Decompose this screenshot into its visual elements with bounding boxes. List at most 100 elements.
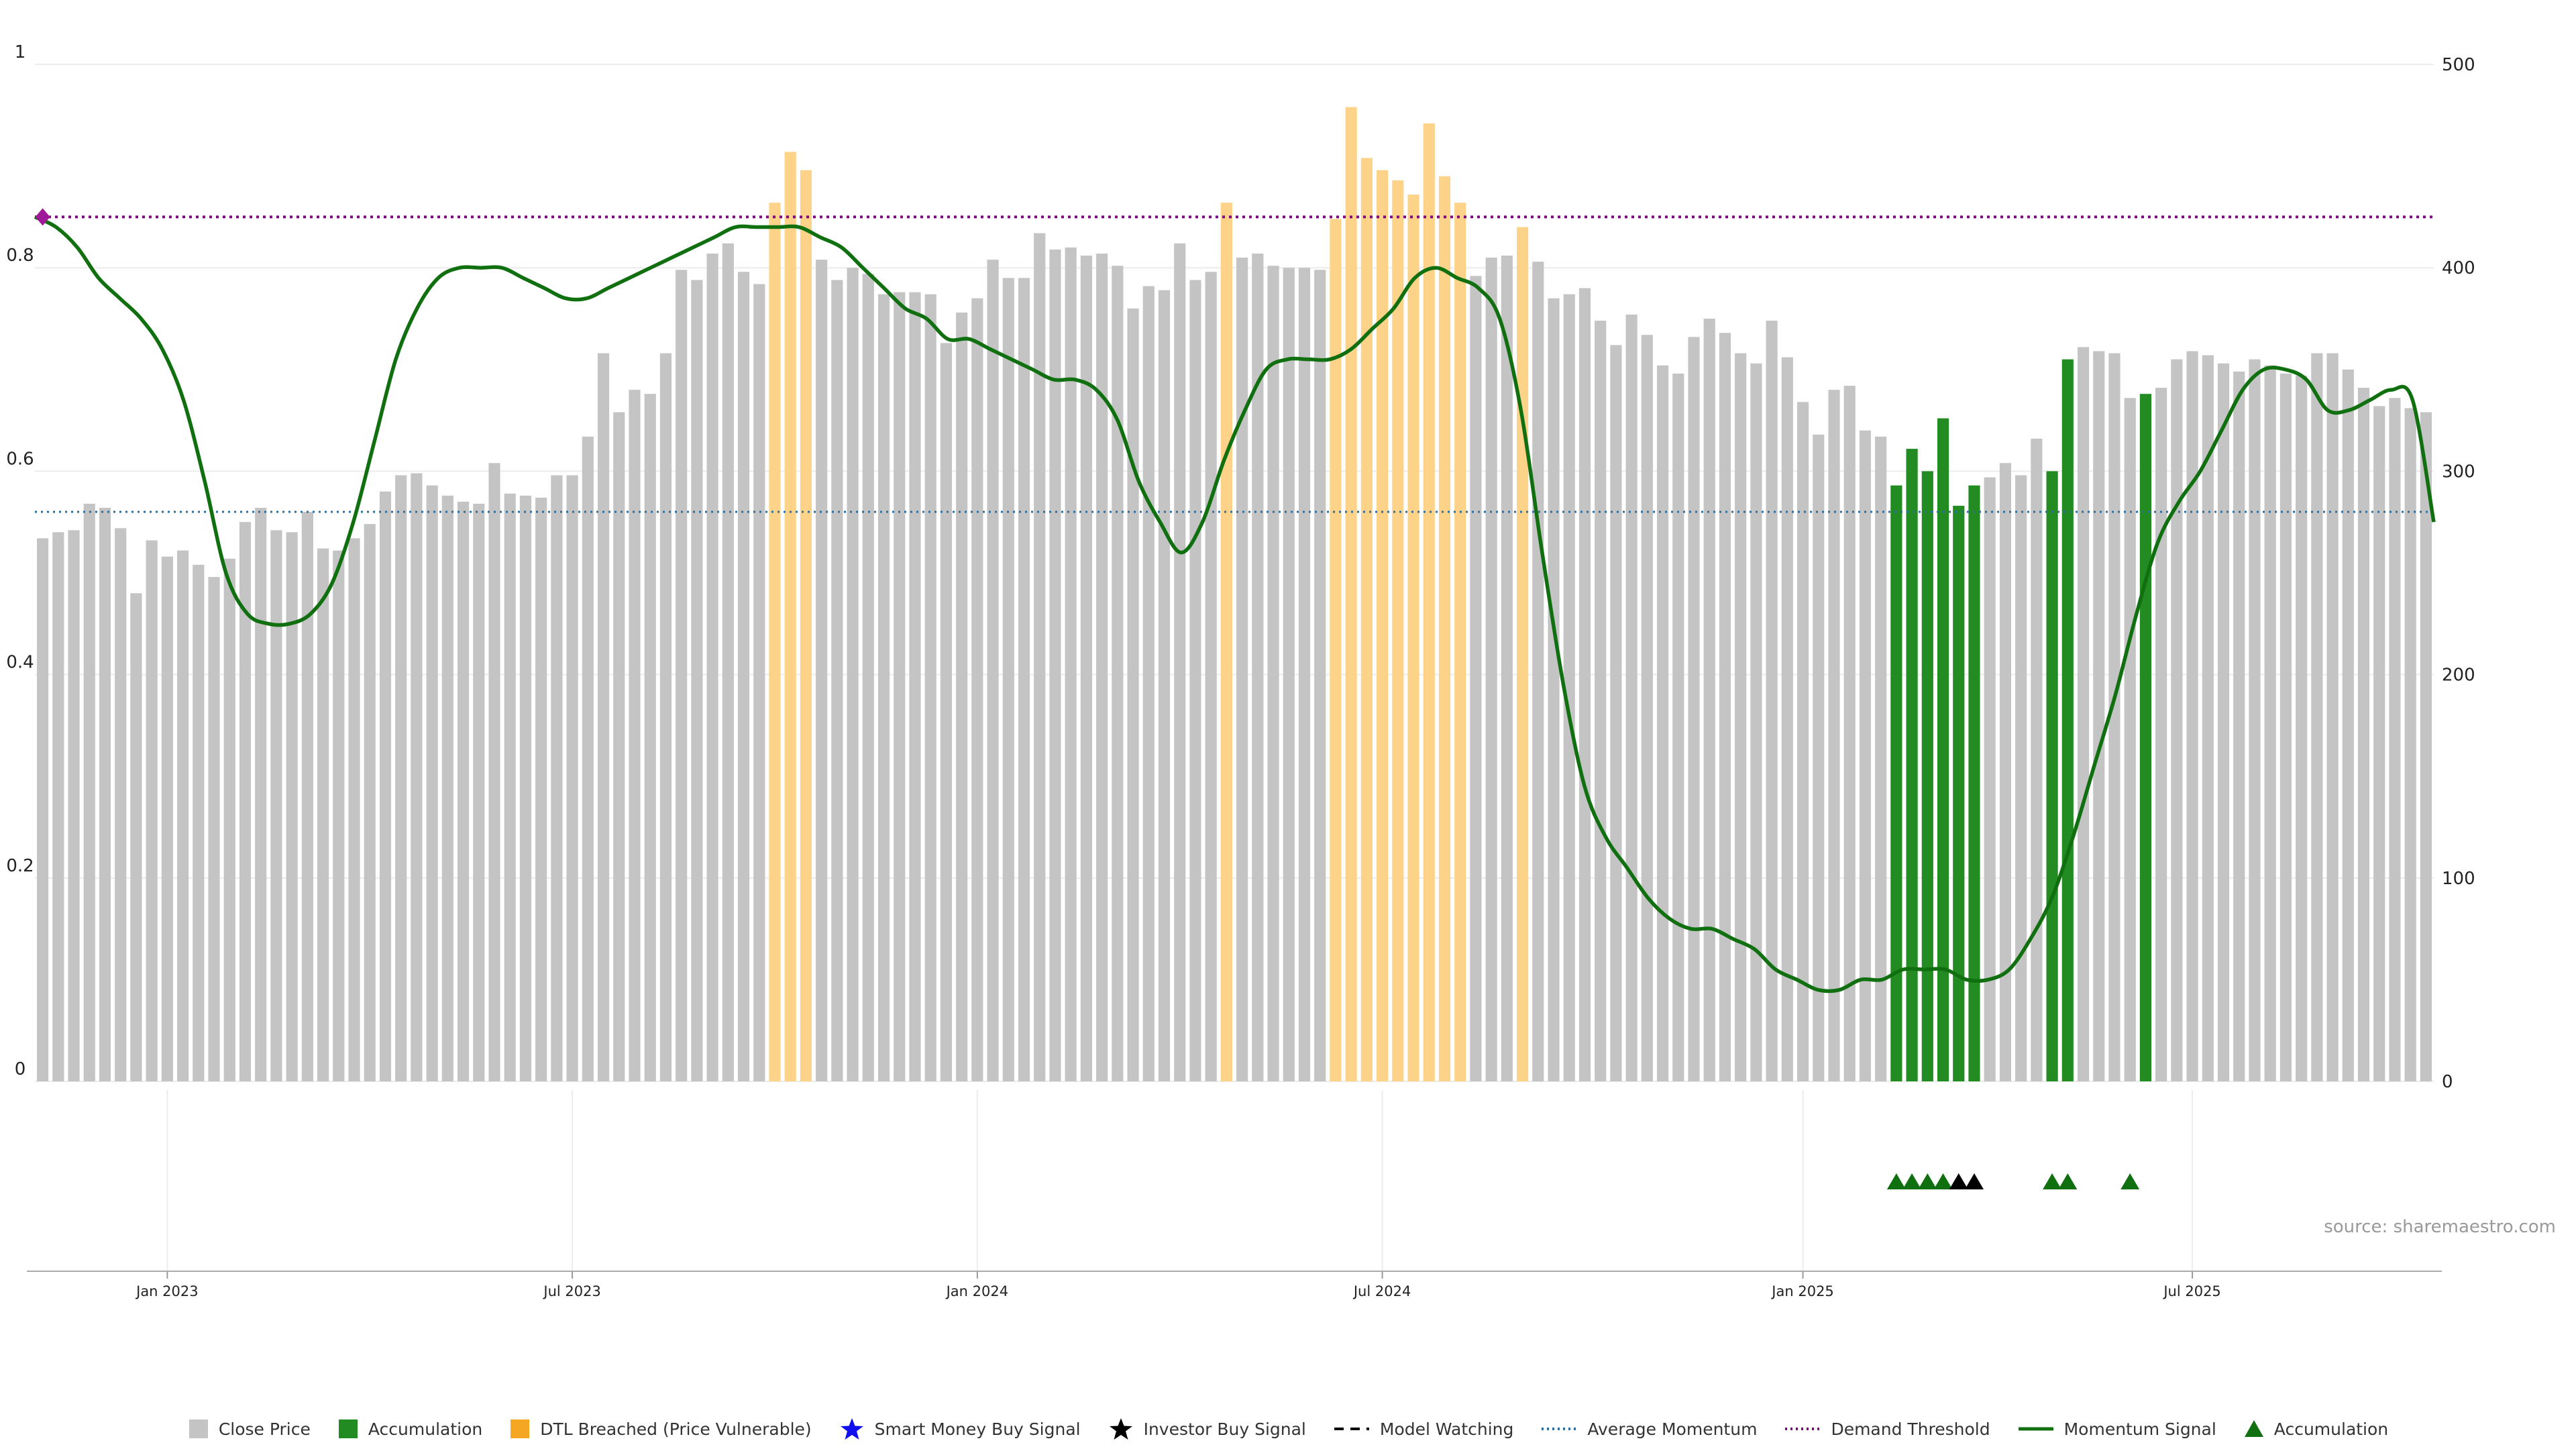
close-price-bar xyxy=(177,550,189,1081)
close-price-bar xyxy=(411,473,423,1081)
close-price-bar xyxy=(1267,266,1279,1082)
x-tick-label: Jan 2023 xyxy=(135,1283,199,1299)
legend-item-watching[interactable]: Model Watching xyxy=(1333,1417,1513,1441)
close-price-bar xyxy=(877,294,890,1082)
investor-buy-marker xyxy=(1949,1173,1968,1189)
close-price-bar xyxy=(659,353,672,1082)
close-price-bar xyxy=(582,436,594,1081)
close-price-bar xyxy=(1065,247,1077,1081)
close-price-bar xyxy=(1158,290,1171,1081)
legend: Close Price Accumulation DTL Breached (Pri… xyxy=(0,1417,2576,1441)
close-price-bar xyxy=(348,538,360,1081)
close-price-bar xyxy=(722,243,734,1081)
legend-swatch xyxy=(511,1419,530,1438)
legend-icon-demand xyxy=(1785,1428,1821,1430)
momentum-signal-line xyxy=(34,215,2436,994)
accumulation-marker xyxy=(2043,1173,2062,1189)
close-price-bar xyxy=(333,550,345,1081)
legend-icon-avgmom xyxy=(1542,1428,1577,1430)
price-bars xyxy=(37,107,2432,1082)
close-price-bar xyxy=(1174,243,1186,1081)
close-price-bar xyxy=(2311,353,2323,1082)
close-price-bar xyxy=(2108,353,2121,1082)
close-price-bar xyxy=(52,532,64,1081)
source-note: source: sharemaestro.com xyxy=(2324,1217,2556,1237)
close-price-bar xyxy=(1485,258,1497,1081)
left-tick-label: 1 xyxy=(15,42,26,62)
close-price-bar xyxy=(1049,249,1061,1081)
demand-start-marker xyxy=(35,208,50,226)
close-price-bar xyxy=(208,577,220,1081)
close-price-bar xyxy=(115,528,127,1081)
close-price-bar xyxy=(597,353,610,1082)
left-tick-label: 0.8 xyxy=(6,246,34,266)
accumulation-bar xyxy=(1968,485,1980,1081)
close-price-bar xyxy=(1002,278,1014,1081)
left-tick-label: 0 xyxy=(15,1059,26,1079)
right-tick-label: 0 xyxy=(2442,1072,2453,1092)
close-price-bar xyxy=(956,312,968,1081)
dtl-breached-bar xyxy=(1423,123,1435,1082)
dtl-breached-bar xyxy=(800,170,812,1081)
dtl-breached-bar xyxy=(769,203,781,1081)
close-price-bar xyxy=(473,503,485,1081)
close-price-bar xyxy=(535,497,547,1081)
right-tick-label: 200 xyxy=(2442,665,2475,686)
legend-icon-dtl xyxy=(511,1419,530,1438)
dtl-breached-bar xyxy=(1392,180,1404,1082)
close-price-bar xyxy=(2296,375,2308,1081)
close-price-bar xyxy=(1314,270,1326,1082)
close-price-bar xyxy=(706,253,718,1081)
close-price-bar xyxy=(488,463,500,1081)
legend-label: Investor Buy Signal xyxy=(1143,1419,1306,1439)
close-price-bar xyxy=(2420,412,2432,1081)
close-price-bar xyxy=(270,530,282,1081)
close-price-bar xyxy=(1703,319,1715,1081)
close-price-bar xyxy=(940,343,953,1081)
close-price-bar xyxy=(1641,335,1653,1082)
legend-item-dtl[interactable]: DTL Breached (Price Vulnerable) xyxy=(509,1417,812,1441)
close-price-bar xyxy=(2389,398,2401,1081)
close-price-bar xyxy=(987,260,999,1081)
legend-item-smart[interactable]: Smart Money Buy Signal xyxy=(839,1417,1081,1441)
close-price-bar xyxy=(1018,278,1030,1081)
legend-item-demand[interactable]: Demand Threshold xyxy=(1784,1417,1990,1441)
legend-item-close[interactable]: Close Price xyxy=(188,1417,311,1441)
close-price-bar xyxy=(2249,359,2261,1081)
close-price-bar xyxy=(2015,475,2027,1081)
legend-label: Average Momentum xyxy=(1587,1419,1758,1439)
legend-item-avgmom[interactable]: Average Momentum xyxy=(1540,1417,1757,1441)
accumulation-bar xyxy=(2139,394,2152,1081)
close-price-bar xyxy=(2326,353,2339,1082)
close-price-bar xyxy=(193,564,205,1081)
legend-item-accum_marker[interactable]: Accumulation xyxy=(2243,1417,2388,1441)
close-price-bar xyxy=(1578,288,1591,1081)
close-price-bar xyxy=(379,491,392,1081)
x-tick-label: Jul 2023 xyxy=(542,1283,600,1299)
legend-star xyxy=(1109,1418,1132,1440)
legend-item-investor[interactable]: Investor Buy Signal xyxy=(1108,1417,1306,1441)
close-price-bar xyxy=(1298,268,1311,1082)
close-price-bar xyxy=(1548,298,1560,1082)
legend-icon-accum_marker xyxy=(2244,1420,2263,1437)
legend-triangle xyxy=(2244,1420,2263,1437)
close-price-bar xyxy=(1096,253,1108,1081)
close-price-bar xyxy=(395,475,407,1081)
close-price-bar xyxy=(364,524,376,1081)
close-price-bar xyxy=(1859,430,1872,1081)
legend-item-accum[interactable]: Accumulation xyxy=(337,1417,482,1441)
close-price-bar xyxy=(1999,463,2012,1081)
close-price-bar xyxy=(676,270,688,1082)
right-tick-label: 100 xyxy=(2442,869,2475,889)
dtl-breached-bar xyxy=(1438,176,1451,1081)
close-price-bar xyxy=(2264,365,2276,1081)
signal-lines xyxy=(34,215,2436,994)
legend-label: Demand Threshold xyxy=(1831,1419,1990,1439)
close-price-bar xyxy=(1750,363,1762,1081)
close-price-bar xyxy=(1781,357,1793,1082)
legend-item-momentum[interactable]: Momentum Signal xyxy=(2017,1417,2216,1441)
accumulation-marker xyxy=(2121,1173,2140,1189)
close-price-bar xyxy=(2373,406,2385,1081)
close-price-bar xyxy=(1766,321,1778,1082)
accumulation-marker xyxy=(2058,1173,2078,1189)
